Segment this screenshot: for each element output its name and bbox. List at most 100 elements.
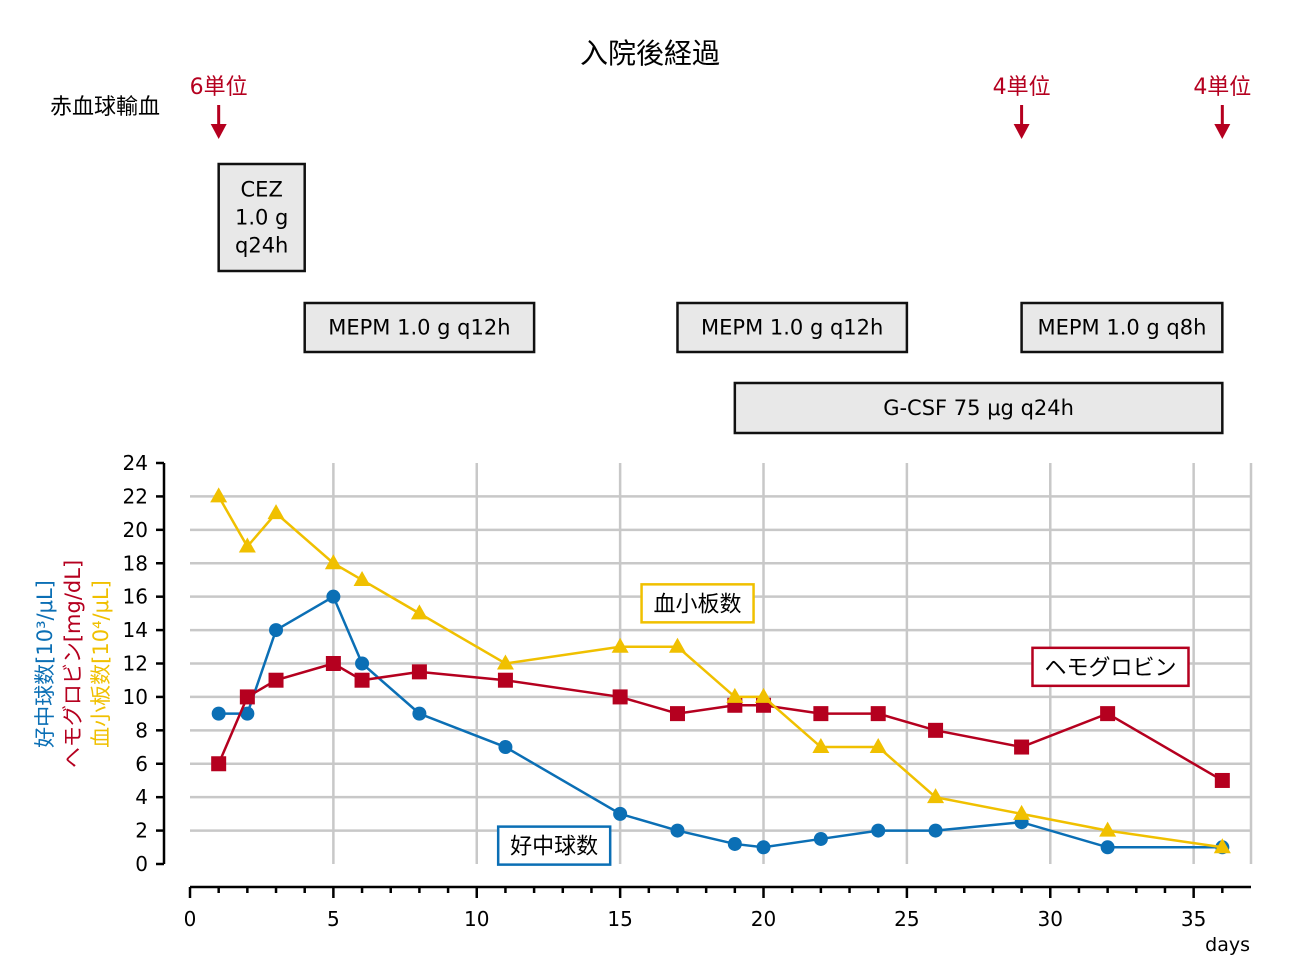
series-label: 好中球数	[496, 825, 612, 866]
transfusion-units-label: 4単位	[1193, 75, 1251, 100]
data-point	[612, 689, 628, 705]
y-tick-label: 20	[123, 518, 148, 542]
data-point	[355, 656, 370, 671]
data-point	[240, 706, 255, 721]
data-point	[497, 672, 513, 688]
treatment-box	[303, 301, 536, 354]
y-tick-label: 14	[123, 618, 148, 642]
transfusion-label: 赤血球輸血	[50, 95, 160, 120]
data-point	[813, 706, 829, 722]
data-point	[727, 836, 742, 851]
data-point	[755, 687, 773, 703]
treatment-label: MEPM 1.0 g q12h	[328, 316, 510, 340]
data-point	[670, 823, 685, 838]
series-label-text: ヘモグロビン	[1044, 656, 1176, 681]
y-tick-label: 16	[123, 585, 148, 609]
treatment-bar: MEPM 1.0 g q12h	[676, 301, 909, 354]
data-point	[611, 637, 629, 653]
data-point	[756, 840, 771, 855]
series-line	[218, 594, 1223, 849]
treatment-label: MEPM 1.0 g q12h	[701, 316, 883, 340]
y-tick-label: 6	[135, 752, 148, 776]
data-point	[326, 589, 341, 604]
transfusion-markers: 6単位 4単位 4単位	[190, 75, 1251, 139]
y-tick-label: 0	[135, 852, 148, 876]
data-point	[1013, 804, 1031, 820]
data-point	[498, 740, 513, 755]
data-point	[268, 672, 284, 688]
data-point	[812, 738, 830, 754]
treatment-label: MEPM 1.0 g q8h	[1037, 316, 1206, 340]
data-point	[927, 788, 945, 804]
series-label: 血小板数	[640, 583, 755, 624]
data-point	[354, 672, 370, 688]
data-point	[496, 654, 514, 670]
treatment-box	[676, 301, 909, 354]
x-tick-label: 35	[1181, 907, 1206, 931]
data-point	[269, 623, 284, 638]
transfusion-event: 4単位	[993, 75, 1051, 139]
data-point	[669, 706, 685, 722]
y-tick-label: 18	[123, 551, 148, 575]
y-tick-label: 8	[135, 718, 148, 742]
treatment-bars: CEZ 1.0 g q24h MEPM 1.0 g q12h MEPM 1.0 g q1…	[217, 162, 1224, 435]
data-point	[1214, 772, 1230, 788]
data-point	[239, 689, 255, 705]
series-platelets	[210, 487, 1231, 854]
data-point	[668, 637, 686, 653]
data-point	[211, 756, 227, 772]
y-tick-label: 22	[123, 484, 148, 508]
transfusion-units-label: 6単位	[190, 75, 248, 100]
data-point	[267, 504, 285, 520]
transfusion-event: 4単位	[1193, 75, 1251, 139]
y-tick-label: 12	[123, 652, 148, 676]
treatment-bar: MEPM 1.0 g q8h	[1020, 301, 1224, 354]
y-axis-label-line: 好中球数[10³/μL]	[33, 580, 57, 748]
data-point	[238, 537, 256, 553]
x-tick-label: 30	[1038, 907, 1063, 931]
data-point	[325, 656, 341, 671]
data-point	[869, 738, 887, 754]
series-label-box	[496, 825, 612, 866]
y-axis-label-line: ヘモグロビン[mg/dL]	[61, 560, 85, 768]
down-arrow-icon	[1214, 124, 1231, 139]
series-label: ヘモグロビン	[1031, 646, 1190, 688]
data-point	[870, 706, 886, 722]
data-point	[353, 570, 371, 586]
data-point	[928, 722, 944, 738]
treatment-bar: G-CSF 75 μg q24h	[733, 381, 1224, 435]
x-tick-label: 15	[607, 907, 632, 931]
x-tick-label: 25	[894, 907, 919, 931]
x-axis-label: days	[1205, 934, 1250, 956]
x-tick-label: 10	[464, 907, 489, 931]
treatment-bar: MEPM 1.0 g q12h	[303, 301, 536, 354]
data-point	[411, 664, 427, 680]
transfusion-units-label: 4単位	[993, 75, 1051, 100]
y-axis-label: 好中球数[10³/μL] ヘモグロビン[mg/dL] 血小板数[10⁴/μL]	[33, 560, 113, 768]
treatment-box	[217, 162, 306, 273]
data-point	[871, 823, 886, 838]
down-arrow-icon	[210, 124, 227, 139]
treatment-label: G-CSF 75 μg q24h	[883, 396, 1074, 420]
down-arrow-icon	[1013, 124, 1030, 139]
treatment-box	[1020, 301, 1224, 354]
data-point	[324, 554, 342, 570]
y-tick-label: 10	[123, 685, 148, 709]
data-point	[613, 806, 628, 821]
x-tick-label: 20	[751, 907, 776, 931]
data-point	[726, 687, 744, 703]
data-point	[1100, 706, 1116, 722]
y-tick-label: 2	[135, 819, 148, 843]
treatment-label: CEZ	[241, 178, 283, 202]
data-point	[928, 823, 943, 838]
x-tick-label: 0	[184, 907, 197, 931]
data-point	[412, 706, 427, 721]
series-label-text: 好中球数	[510, 835, 598, 860]
series-label-box	[1031, 646, 1190, 688]
data-point	[410, 604, 428, 620]
y-tick-label: 24	[123, 451, 148, 475]
data-point	[813, 831, 828, 846]
series-label-box	[640, 583, 755, 624]
